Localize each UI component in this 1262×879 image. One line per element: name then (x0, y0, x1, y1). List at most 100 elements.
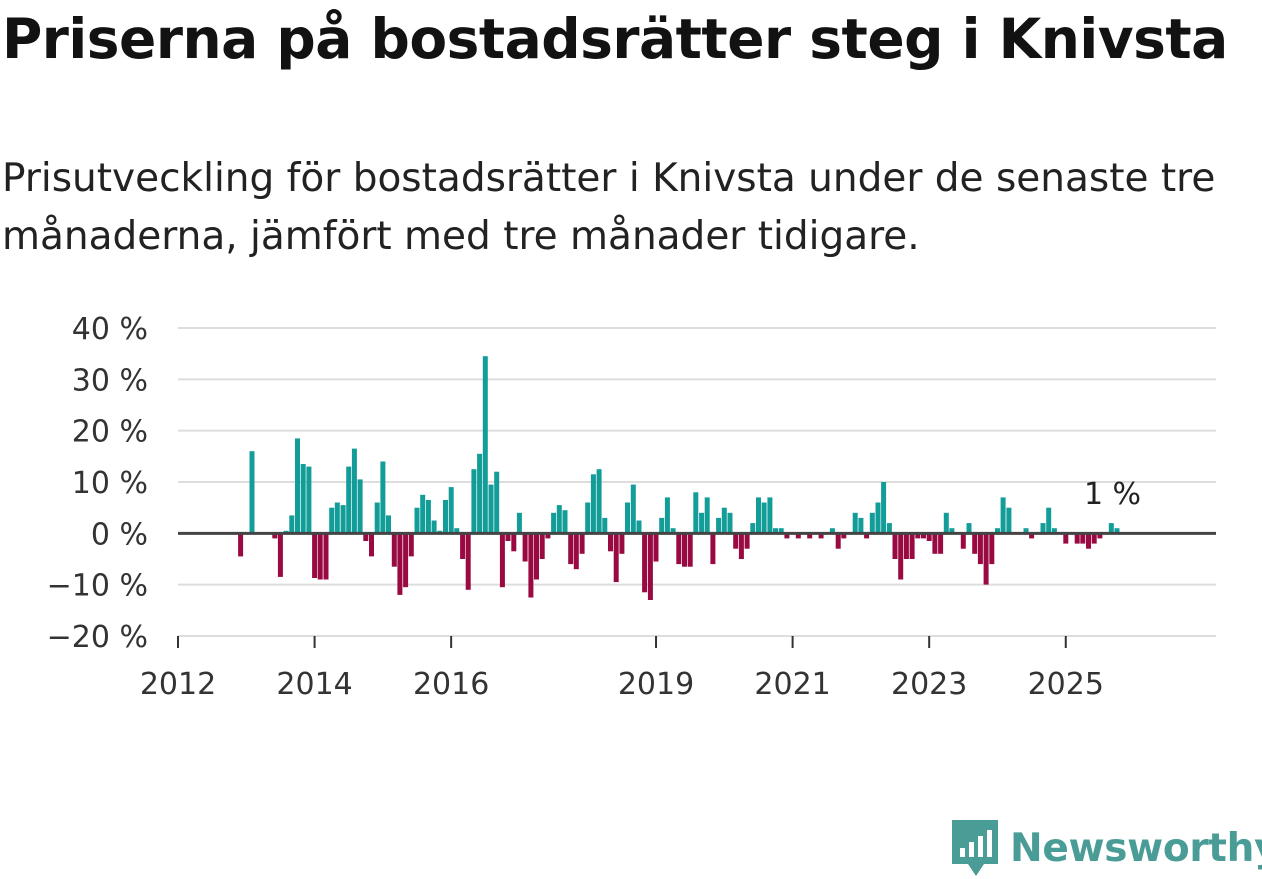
bar (972, 533, 978, 554)
bar (898, 533, 904, 580)
bar (716, 517, 722, 534)
bar (374, 502, 380, 534)
bar (408, 533, 414, 557)
bar (892, 533, 898, 559)
bar (932, 533, 938, 554)
bar (482, 356, 488, 534)
bar (346, 466, 352, 534)
axis-labels: −20 % −10 % 0 % 10 % 20 % 30 % 40 % 2012 2014 201… (47, 312, 1141, 700)
bar (699, 512, 705, 534)
bar (425, 500, 431, 534)
x-tick-label: 2012 (140, 667, 216, 700)
y-tick-label: 0 % (91, 517, 148, 552)
latest-value-annotation: 1 % (1084, 477, 1141, 512)
bar (312, 533, 318, 578)
bar (727, 512, 733, 534)
bar (329, 507, 335, 534)
bar (630, 484, 636, 534)
bar-series (238, 356, 1120, 600)
bar (642, 533, 648, 593)
bar (949, 528, 955, 534)
bar (556, 505, 562, 534)
bar (1006, 507, 1012, 534)
bar (670, 528, 676, 534)
bar (528, 533, 534, 598)
bar (465, 533, 471, 590)
brand-name: Newsworthy (1010, 825, 1262, 871)
bar (704, 497, 710, 534)
bar (710, 533, 716, 565)
bar (636, 520, 642, 534)
bar (1080, 533, 1086, 544)
y-tick-label: 40 % (72, 312, 148, 347)
bar (915, 533, 921, 539)
y-tick-label: −20 % (47, 620, 148, 655)
bar (995, 528, 1000, 534)
bar (721, 507, 727, 534)
bar (403, 533, 409, 588)
bar (1114, 528, 1120, 534)
bar (960, 533, 966, 549)
bar (852, 512, 858, 534)
bar (756, 497, 761, 534)
bar (761, 502, 767, 534)
bar (767, 497, 773, 534)
bar (573, 533, 579, 570)
x-tick-label: 2021 (754, 667, 830, 700)
bar (625, 502, 630, 534)
bar (807, 533, 813, 539)
bar (590, 474, 596, 534)
bar (778, 528, 784, 534)
bar (579, 533, 585, 554)
bar (921, 533, 926, 539)
bar (397, 533, 403, 595)
bar (909, 533, 915, 559)
bar (277, 533, 283, 577)
bar (488, 484, 494, 534)
bar (238, 533, 244, 557)
bar (499, 533, 505, 588)
bar (938, 533, 944, 554)
bar (619, 533, 625, 554)
x-tick-label: 2019 (618, 667, 694, 700)
bar (1108, 523, 1114, 534)
bar (568, 533, 574, 565)
bar (733, 533, 739, 549)
bar (875, 502, 881, 534)
bar (380, 461, 386, 534)
bar (363, 533, 369, 541)
bar (1023, 528, 1029, 534)
bar (1063, 533, 1069, 544)
bar (386, 515, 391, 534)
bar (602, 517, 608, 534)
bar (585, 502, 591, 534)
bar (534, 533, 539, 580)
bar (693, 492, 699, 534)
bar (357, 479, 363, 534)
bar (613, 533, 619, 583)
bar (966, 523, 972, 534)
bar (454, 528, 460, 534)
bar (522, 533, 528, 562)
bar (1091, 533, 1097, 544)
bar (608, 533, 613, 552)
bar (864, 533, 870, 539)
bar (841, 533, 847, 539)
x-axis (177, 635, 1216, 648)
bar (511, 533, 517, 552)
bar (494, 471, 500, 534)
bar (369, 533, 374, 557)
bar (272, 533, 278, 539)
bar (903, 533, 909, 559)
bar (1040, 523, 1046, 534)
bar (869, 512, 875, 534)
bar-chart: −20 % −10 % 0 % 10 % 20 % 30 % 40 % 2012 2014 201… (47, 312, 1216, 700)
y-tick-label: 30 % (72, 363, 148, 398)
bar (295, 438, 300, 534)
x-tick-label: 2025 (1028, 667, 1104, 700)
bar (647, 533, 653, 600)
bar (317, 533, 323, 580)
y-tick-label: −10 % (47, 569, 148, 604)
y-tick-label: 20 % (72, 415, 148, 450)
bar (989, 533, 995, 565)
